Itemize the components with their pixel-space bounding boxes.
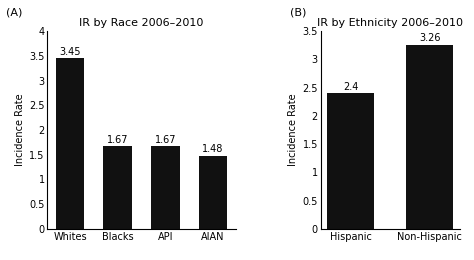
Bar [406, 45, 454, 229]
Text: 1.67: 1.67 [155, 135, 176, 145]
Text: (A): (A) [6, 8, 22, 17]
Bar [103, 146, 132, 229]
Bar [199, 156, 227, 229]
Text: 3.45: 3.45 [59, 47, 81, 57]
Text: 2.4: 2.4 [343, 82, 358, 92]
Y-axis label: Incidence Rate: Incidence Rate [15, 94, 25, 166]
Title: IR by Ethnicity 2006–2010: IR by Ethnicity 2006–2010 [317, 18, 463, 28]
Text: 1.48: 1.48 [202, 144, 223, 154]
Bar [327, 93, 374, 229]
Text: (B): (B) [290, 8, 307, 17]
Text: 3.26: 3.26 [419, 33, 440, 43]
Bar [151, 146, 180, 229]
Bar [56, 58, 84, 229]
Title: IR by Race 2006–2010: IR by Race 2006–2010 [79, 18, 204, 28]
Text: 1.67: 1.67 [107, 135, 128, 145]
Y-axis label: Incidence Rate: Incidence Rate [288, 94, 298, 166]
